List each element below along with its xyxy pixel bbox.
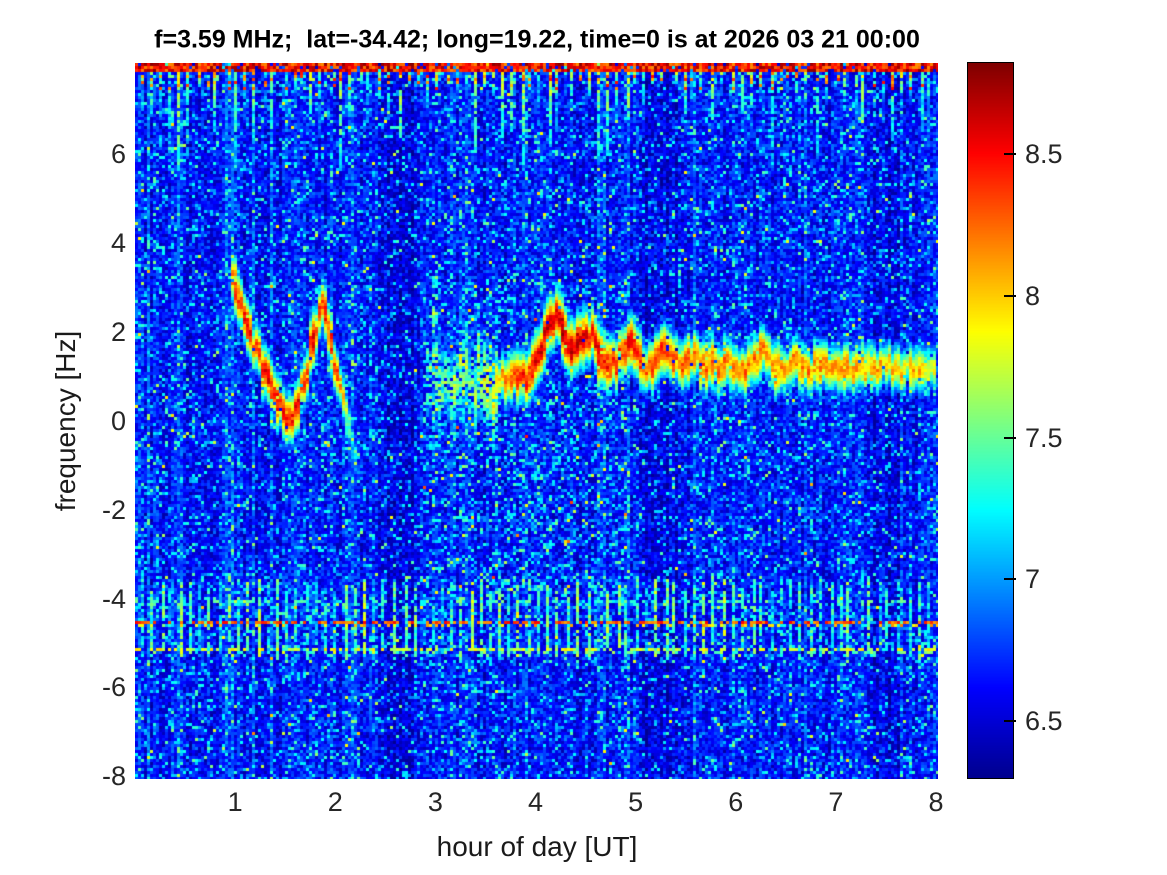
colorbar-tick-label: 8: [1025, 280, 1041, 311]
y-axis-label: frequency [Hz]: [50, 330, 81, 512]
y-tick-label: -8: [101, 761, 126, 792]
y-tick-label: 2: [110, 316, 126, 347]
colorbar-tick-label: 8.5: [1025, 138, 1063, 169]
spectrogram-heatmap: [135, 63, 938, 779]
x-tick-label: 3: [427, 787, 443, 817]
colorbar-tick-label: 6.5: [1025, 706, 1063, 737]
x-tick-label: 5: [628, 787, 644, 817]
colorbar-gradient: [967, 62, 1014, 779]
x-tick-label: 4: [527, 787, 543, 817]
colorbar-tick-label: 7: [1025, 564, 1041, 595]
colorbar-tick-mark: [1004, 152, 1016, 155]
y-tick-label: -2: [101, 494, 126, 525]
colorbar-tick-mark: [1004, 578, 1016, 581]
y-tick-label: 4: [110, 228, 126, 258]
y-tick-label: -6: [101, 672, 126, 703]
y-tick-label: -4: [101, 583, 126, 614]
x-tick-label: 8: [928, 787, 944, 817]
colorbar-tick-mark: [1004, 720, 1016, 723]
x-tick-label: 1: [227, 787, 243, 817]
figure-title: f=3.59 MHz; lat=-34.42; long=19.22, time…: [154, 25, 920, 54]
x-tick-label: 6: [728, 787, 744, 817]
x-tick-label: 7: [828, 787, 844, 817]
colorbar-tick-label: 7.5: [1025, 422, 1063, 453]
x-tick-label: 2: [327, 787, 343, 817]
colorbar-tick-mark: [1004, 294, 1016, 297]
y-tick-label: 6: [110, 139, 126, 170]
colorbar-tick-mark: [1004, 436, 1016, 439]
y-tick-label: 0: [110, 405, 126, 436]
x-axis-label: hour of day [UT]: [436, 831, 638, 862]
